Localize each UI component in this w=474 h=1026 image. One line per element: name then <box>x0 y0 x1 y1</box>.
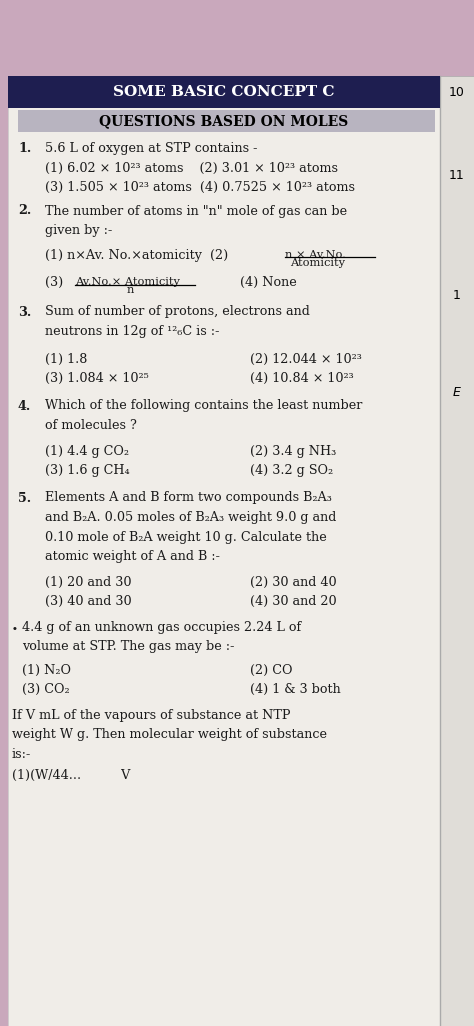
Text: 11: 11 <box>449 168 465 182</box>
Text: ·: · <box>12 621 18 637</box>
Text: (3): (3) <box>45 276 63 289</box>
Text: (1) 20 and 30: (1) 20 and 30 <box>45 576 131 589</box>
Text: (1) N₂O: (1) N₂O <box>22 664 71 676</box>
Text: (2) 30 and 40: (2) 30 and 40 <box>250 576 337 589</box>
Text: (3) 1.084 × 10²⁵: (3) 1.084 × 10²⁵ <box>45 372 149 385</box>
Bar <box>8 76 440 108</box>
Text: (4) 10.84 × 10²³: (4) 10.84 × 10²³ <box>250 372 354 385</box>
Text: n × Av.No.: n × Av.No. <box>285 250 346 261</box>
Text: is:-: is:- <box>12 748 31 760</box>
Text: E: E <box>453 387 461 399</box>
Text: (4) 30 and 20: (4) 30 and 20 <box>250 595 337 608</box>
Bar <box>18 110 435 132</box>
Text: (1) 6.02 × 10²³ atoms    (2) 3.01 × 10²³ atoms: (1) 6.02 × 10²³ atoms (2) 3.01 × 10²³ at… <box>45 161 338 174</box>
Text: 5.6 L of oxygen at STP contains -: 5.6 L of oxygen at STP contains - <box>45 142 257 155</box>
Text: 0.10 mole of B₂A weight 10 g. Calculate the: 0.10 mole of B₂A weight 10 g. Calculate … <box>45 530 327 544</box>
Text: weight W g. Then molecular weight of substance: weight W g. Then molecular weight of sub… <box>12 728 327 741</box>
Text: (3) 1.505 × 10²³ atoms  (4) 0.7525 × 10²³ atoms: (3) 1.505 × 10²³ atoms (4) 0.7525 × 10²³… <box>45 181 355 194</box>
Text: The number of atoms in "n" mole of gas can be: The number of atoms in "n" mole of gas c… <box>45 204 347 218</box>
Text: (4) None: (4) None <box>240 276 297 289</box>
Text: (1) n×Av. No.×atomicity  (2): (1) n×Av. No.×atomicity (2) <box>45 248 228 262</box>
Text: 4.4 g of an unknown gas occupies 2.24 L of: 4.4 g of an unknown gas occupies 2.24 L … <box>22 621 301 633</box>
Text: (4) 3.2 g SO₂: (4) 3.2 g SO₂ <box>250 464 333 477</box>
Text: Which of the following contains the least number: Which of the following contains the leas… <box>45 399 363 412</box>
Text: n: n <box>127 285 134 295</box>
Text: QUESTIONS BASED ON MOLES: QUESTIONS BASED ON MOLES <box>100 114 348 128</box>
Text: (1) 4.4 g CO₂: (1) 4.4 g CO₂ <box>45 444 129 458</box>
Text: atomic weight of A and B :-: atomic weight of A and B :- <box>45 550 220 563</box>
Text: (3) CO₂: (3) CO₂ <box>22 683 70 696</box>
Text: Elements A and B form two compounds B₂A₃: Elements A and B form two compounds B₂A₃ <box>45 491 332 505</box>
Text: Sum of number of protons, electrons and: Sum of number of protons, electrons and <box>45 306 310 318</box>
Text: 3.: 3. <box>18 306 31 318</box>
Text: If V mL of the vapours of substance at NTP: If V mL of the vapours of substance at N… <box>12 709 291 721</box>
Text: (2) 3.4 g NH₃: (2) 3.4 g NH₃ <box>250 444 336 458</box>
Text: SOME BASIC CONCEPT C: SOME BASIC CONCEPT C <box>113 85 335 98</box>
Text: Av.No.× Atomicity: Av.No.× Atomicity <box>75 277 180 287</box>
Text: 2.: 2. <box>18 204 31 218</box>
Text: and B₂A. 0.05 moles of B₂A₃ weight 9.0 g and: and B₂A. 0.05 moles of B₂A₃ weight 9.0 g… <box>45 511 337 524</box>
Text: (2) 12.044 × 10²³: (2) 12.044 × 10²³ <box>250 353 362 365</box>
Text: volume at STP. The gas may be :-: volume at STP. The gas may be :- <box>22 640 234 653</box>
Text: neutrons in 12g of ¹²₆C is :-: neutrons in 12g of ¹²₆C is :- <box>45 325 219 338</box>
Text: (3) 40 and 30: (3) 40 and 30 <box>45 595 132 608</box>
Text: given by :-: given by :- <box>45 224 112 237</box>
Text: Atomicity: Atomicity <box>290 258 345 268</box>
Text: (1) 1.8: (1) 1.8 <box>45 353 87 365</box>
Text: of molecules ?: of molecules ? <box>45 419 137 432</box>
Text: 5.: 5. <box>18 491 31 505</box>
Text: (4) 1 & 3 both: (4) 1 & 3 both <box>250 683 341 696</box>
Text: (1)(W/44...          V: (1)(W/44... V <box>12 770 130 782</box>
Text: 10: 10 <box>449 85 465 98</box>
Text: 1: 1 <box>453 289 461 302</box>
Text: 4.: 4. <box>18 399 31 412</box>
Text: 1.: 1. <box>18 142 31 155</box>
Text: (2) CO: (2) CO <box>250 664 292 676</box>
Text: (3) 1.6 g CH₄: (3) 1.6 g CH₄ <box>45 464 129 477</box>
Bar <box>440 76 474 1026</box>
